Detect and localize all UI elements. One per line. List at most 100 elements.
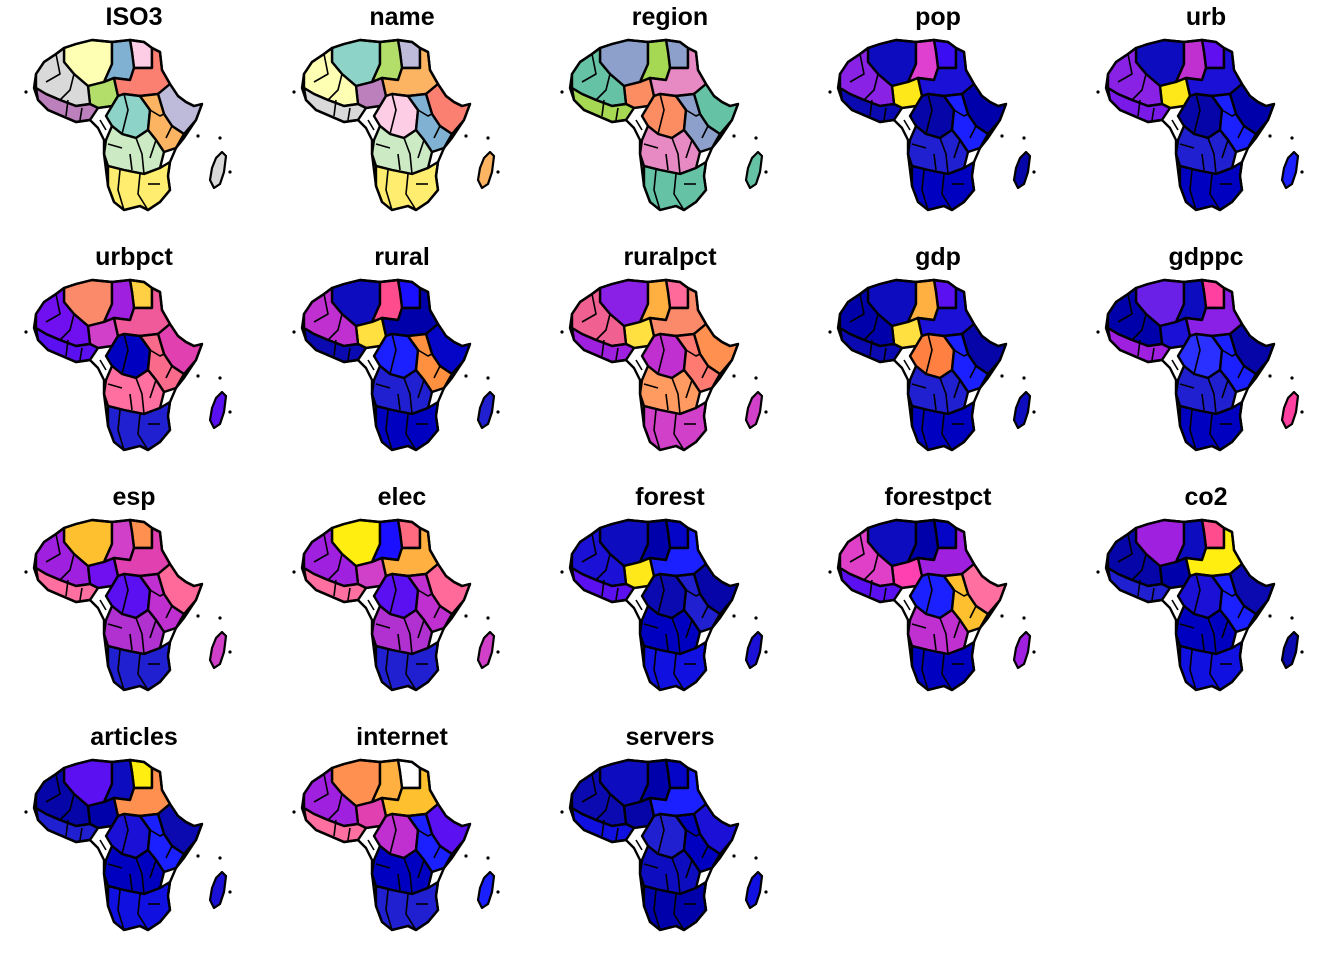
small-island-dot xyxy=(1096,330,1100,334)
country-border xyxy=(671,137,681,175)
country-border xyxy=(903,119,911,131)
country-border xyxy=(581,533,597,563)
country-border xyxy=(347,827,351,841)
country-border xyxy=(149,859,157,879)
small-island-dot xyxy=(486,856,490,860)
country-border xyxy=(615,827,619,841)
map-panel: gdp xyxy=(804,240,1072,480)
small-island-dot xyxy=(1096,90,1100,94)
country-border xyxy=(1221,589,1237,597)
country-border xyxy=(925,93,933,135)
country-border xyxy=(347,347,351,361)
country-border xyxy=(327,553,343,581)
country-border xyxy=(313,293,329,323)
country-border xyxy=(333,579,337,597)
country-border xyxy=(333,819,337,837)
country-border xyxy=(941,173,953,211)
country-border xyxy=(969,125,977,139)
country-border xyxy=(403,857,413,895)
small-island-dot xyxy=(1268,374,1272,378)
country-border xyxy=(657,93,665,135)
country-border xyxy=(643,143,659,149)
country-border xyxy=(405,173,417,211)
africa-map xyxy=(828,278,1036,452)
small-island-dot xyxy=(732,374,736,378)
country-border xyxy=(1207,137,1217,175)
country-border xyxy=(99,119,107,131)
country-border xyxy=(121,573,129,615)
africa-map xyxy=(560,278,768,452)
country-border xyxy=(1237,125,1245,139)
country-border xyxy=(1137,579,1141,597)
small-island-dot xyxy=(754,136,758,140)
continent-outline xyxy=(836,518,1008,692)
country-border xyxy=(367,839,375,851)
country-border xyxy=(1207,617,1217,655)
small-island-dot xyxy=(1300,410,1304,414)
country-border xyxy=(149,619,157,639)
country-border xyxy=(903,599,911,611)
small-island-dot xyxy=(228,650,232,654)
country-border xyxy=(665,153,669,171)
country-border xyxy=(327,73,343,101)
country-border xyxy=(917,557,921,569)
country-border xyxy=(375,623,391,629)
map-panel: ruralpct xyxy=(536,240,804,480)
country-border xyxy=(405,653,417,691)
panel-title: rural xyxy=(374,243,430,271)
country-border xyxy=(939,137,949,175)
country-border xyxy=(595,793,611,821)
country-border xyxy=(921,649,929,691)
map-panel: internet xyxy=(268,720,536,960)
country-border xyxy=(149,109,165,117)
country-border xyxy=(129,393,133,411)
country-border xyxy=(65,819,69,837)
country-border xyxy=(1201,393,1205,411)
country-border xyxy=(1221,349,1237,357)
country-border xyxy=(941,413,953,451)
madagascar-island xyxy=(1280,150,1300,190)
small-island-dot xyxy=(764,650,768,654)
small-island-dot xyxy=(1268,134,1272,138)
panel-title: forestpct xyxy=(884,483,992,511)
small-island-dot xyxy=(1022,376,1026,380)
country-border xyxy=(1209,413,1221,451)
madagascar-island xyxy=(208,870,228,910)
country-border xyxy=(1179,623,1195,629)
country-border xyxy=(953,589,969,597)
country-border xyxy=(939,617,949,655)
country-border xyxy=(673,413,685,451)
country-border xyxy=(79,107,83,121)
africa-map xyxy=(560,758,768,932)
madagascar-island xyxy=(476,870,496,910)
country-border xyxy=(313,773,329,803)
continent-outline xyxy=(836,278,1008,452)
country-border xyxy=(1179,143,1195,149)
country-border xyxy=(863,73,879,101)
country-border xyxy=(869,339,873,357)
africa-map xyxy=(24,278,232,452)
country-border xyxy=(313,53,329,83)
small-island-dot xyxy=(732,134,736,138)
small-island-dot xyxy=(24,570,28,574)
panel-title: urbpct xyxy=(95,243,173,271)
africa-map xyxy=(24,758,232,932)
africa-map xyxy=(292,518,500,692)
country-border xyxy=(601,579,605,597)
country-border xyxy=(1117,533,1133,563)
country-border xyxy=(1171,119,1179,131)
small-island-dot xyxy=(218,616,222,620)
madagascar-island xyxy=(208,150,228,190)
country-border xyxy=(685,349,701,357)
country-border xyxy=(657,813,665,855)
small-island-dot xyxy=(828,90,832,94)
small-island-dot xyxy=(218,136,222,140)
country-border xyxy=(385,169,393,211)
country-border xyxy=(45,293,61,323)
continent-outline xyxy=(300,518,472,692)
country-border xyxy=(417,109,433,117)
country-border xyxy=(1221,379,1229,399)
country-border xyxy=(433,605,441,619)
country-border xyxy=(1137,99,1141,117)
country-border xyxy=(347,587,351,601)
